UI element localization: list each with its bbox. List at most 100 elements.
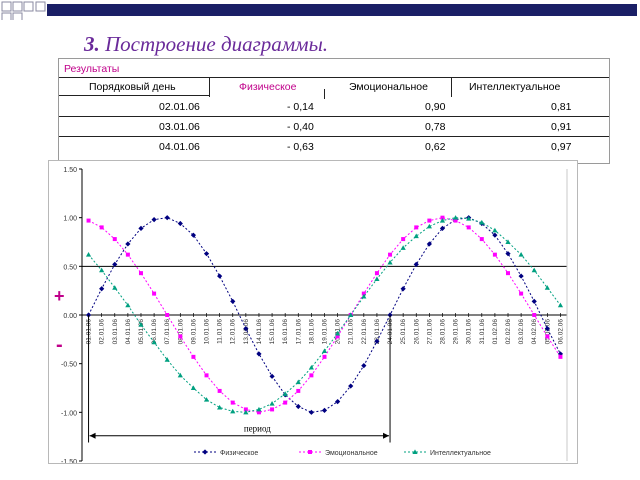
- data-point: [99, 225, 104, 230]
- table-cell: 0,78: [425, 121, 446, 133]
- data-point: [165, 313, 170, 317]
- y-tick-label: -1.00: [61, 410, 77, 417]
- legend-marker: [412, 449, 418, 454]
- x-tick-label: 06.02.06: [557, 319, 564, 345]
- data-point: [414, 225, 419, 230]
- data-point: [164, 215, 170, 221]
- y-tick-label: 1.00: [63, 216, 77, 223]
- x-tick-label: 19.01.06: [322, 319, 329, 345]
- data-point: [308, 364, 314, 370]
- data-point: [348, 312, 354, 317]
- x-tick-label: 06.01.06: [151, 319, 158, 345]
- x-tick-label: 11.01.06: [217, 319, 224, 344]
- col-header-day: Порядковый день: [89, 81, 176, 93]
- x-tick-label: 25.01.06: [400, 319, 407, 345]
- legend-marker: [308, 450, 312, 454]
- data-point: [217, 404, 223, 410]
- x-tick-label: 29.01.06: [453, 319, 460, 345]
- data-point: [374, 338, 380, 344]
- biorhythm-chart: 1.501.000.500.00-0.50-1.00-1.5001.01.060…: [48, 160, 578, 464]
- data-point: [531, 298, 537, 304]
- data-point: [453, 218, 458, 223]
- data-point: [125, 241, 131, 247]
- data-point: [243, 407, 248, 412]
- data-point: [427, 218, 432, 223]
- data-point: [426, 223, 432, 229]
- x-tick-label: 03.01.06: [112, 319, 119, 345]
- data-point: [256, 351, 262, 357]
- data-point: [230, 298, 236, 304]
- data-point: [295, 379, 301, 385]
- x-tick-label: 21.01.06: [348, 319, 355, 345]
- y-tick-label: -0.50: [61, 362, 77, 369]
- data-point: [505, 251, 511, 257]
- data-point: [138, 322, 144, 327]
- data-point: [558, 354, 563, 359]
- table-row: 03.01.06: [159, 121, 200, 133]
- data-point: [492, 232, 498, 238]
- data-point: [544, 285, 550, 290]
- legend-label: Физическое: [220, 450, 258, 457]
- data-point: [191, 354, 196, 359]
- data-point: [190, 232, 197, 238]
- x-tick-label: 18.01.06: [308, 319, 315, 345]
- data-point: [518, 252, 524, 257]
- table-cell: - 0,63: [287, 141, 314, 153]
- data-point: [295, 403, 301, 410]
- data-point: [321, 407, 328, 413]
- data-point: [178, 334, 183, 339]
- data-point: [400, 245, 406, 250]
- x-tick-label: 26.01.06: [413, 319, 420, 345]
- data-point: [361, 363, 367, 369]
- plus-sign: +: [54, 286, 65, 306]
- data-point: [479, 237, 484, 242]
- period-label: период: [244, 424, 271, 434]
- data-point: [466, 216, 472, 221]
- minus-sign: -: [56, 334, 63, 356]
- data-point: [282, 391, 288, 396]
- data-point: [401, 237, 406, 242]
- data-point: [348, 383, 354, 389]
- x-tick-label: 12.01.06: [230, 319, 237, 345]
- corner-decoration: [1, 1, 637, 20]
- data-point: [269, 373, 275, 379]
- data-point: [138, 271, 143, 276]
- y-tick-label: 0.50: [63, 264, 77, 271]
- legend-marker: [202, 449, 208, 455]
- data-point: [230, 408, 236, 414]
- data-point: [400, 286, 406, 292]
- data-point: [296, 388, 301, 393]
- data-point: [217, 388, 222, 393]
- data-point: [151, 217, 157, 223]
- data-point: [519, 291, 524, 296]
- data-point: [506, 271, 511, 276]
- data-point: [309, 373, 314, 378]
- x-tick-label: 08.01.06: [177, 319, 184, 345]
- x-tick-label: 05.02.06: [544, 319, 551, 345]
- data-point: [99, 286, 105, 292]
- x-tick-label: 30.01.06: [466, 319, 473, 345]
- data-point: [138, 225, 144, 231]
- data-point: [374, 271, 379, 276]
- legend-label: Интеллектуальное: [430, 450, 491, 457]
- table-cell: 0,91: [551, 121, 572, 133]
- legend-label: Эмоциональное: [325, 450, 378, 457]
- data-point: [112, 237, 117, 242]
- data-point: [217, 273, 223, 279]
- period-arrowhead-left: [89, 432, 96, 439]
- data-point: [335, 330, 341, 336]
- table-cell: - 0,40: [287, 121, 314, 133]
- period-arrowhead-right: [383, 432, 390, 439]
- x-tick-label: 02.02.06: [505, 319, 512, 345]
- x-tick-label: 22.01.06: [361, 319, 368, 345]
- data-point: [439, 225, 446, 231]
- col-header-intellectual: Интеллектуальное: [469, 81, 561, 93]
- table-cell: - 0,14: [287, 101, 314, 113]
- results-table: Результаты Порядковый день Физическое Эм…: [58, 58, 610, 164]
- data-point: [243, 409, 249, 415]
- data-point: [374, 276, 380, 281]
- data-point: [203, 251, 210, 257]
- table-cell: 0,97: [551, 141, 572, 153]
- data-point: [426, 241, 432, 247]
- x-tick-label: 15.01.06: [269, 319, 276, 345]
